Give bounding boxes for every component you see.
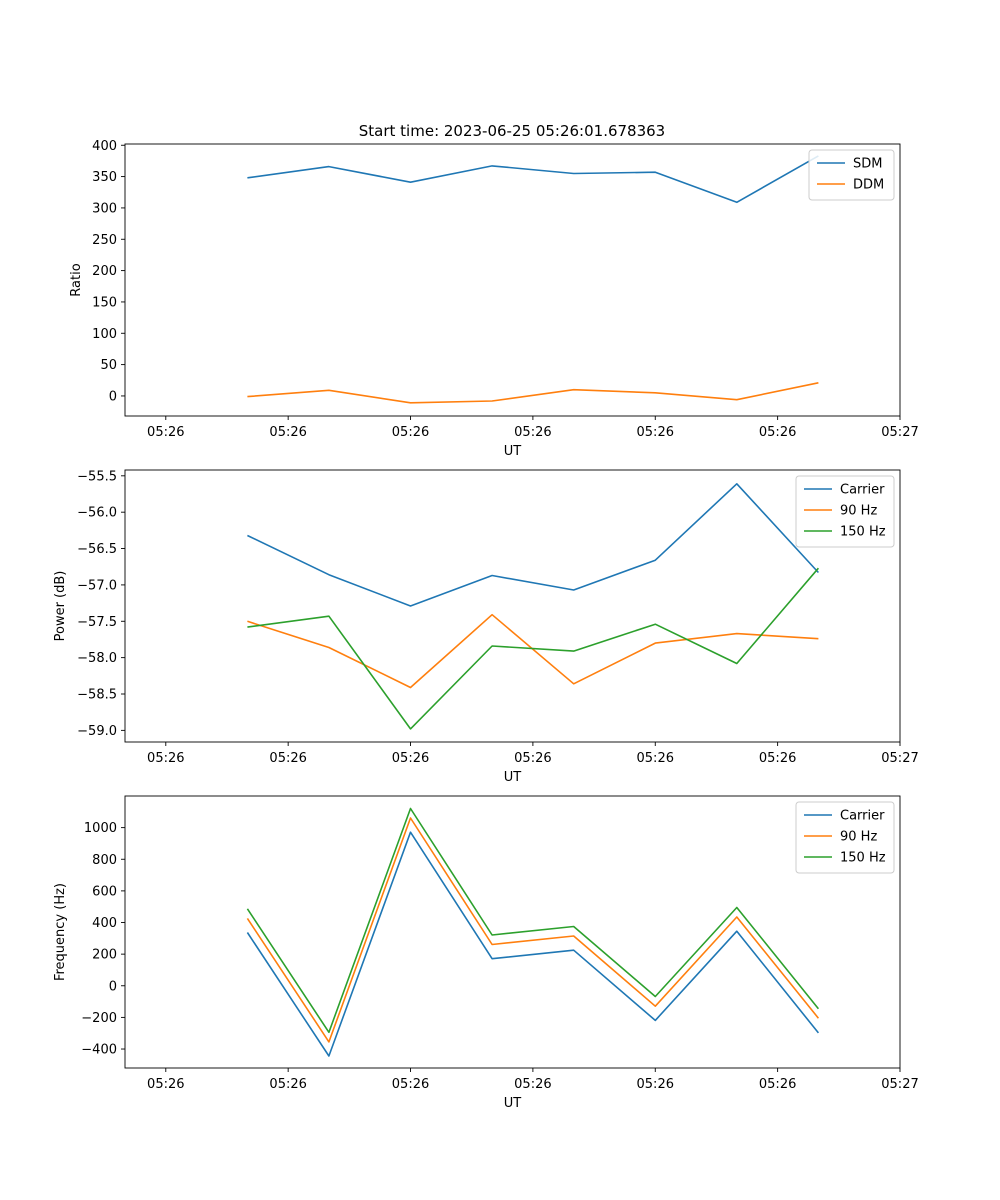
plot-frame [124,143,901,417]
figure-title: Start time: 2023-06-25 05:26:01.678363 [359,122,665,140]
legend-label: SDM [853,157,882,172]
y-tick-label: −400 [81,1043,117,1058]
y-tick-label: −200 [81,1011,117,1026]
series-line-carrier [246,831,820,1057]
series-line-carrier [247,482,819,607]
y-tick-label: 0 [109,389,117,404]
y-tick-label: 250 [92,233,117,248]
panel-1: 05:26 05:26 05:26 05:26 05:26 05:26 05:27 0 50 10… [69,139,919,459]
y-axis-label: Power (dB) [53,571,68,642]
y-tick-label: 800 [92,853,117,868]
x-tick-label: 05:26 [392,1077,429,1092]
x-axis-label: UT [504,770,522,785]
series-line-150-hz [247,567,820,730]
y-tick-label: −58.5 [77,688,117,703]
y-tick-label: −59.0 [77,724,117,739]
y-tick-label: 200 [92,264,117,279]
x-tick-label: 05:26 [269,1077,306,1092]
legend-label: 150 Hz [840,851,886,866]
series-line-90-hz [247,613,819,689]
series-line-150-hz [246,807,820,1034]
plot-frame [124,795,901,1069]
x-tick-label: 05:26 [637,751,674,766]
legend-label: Carrier [840,483,885,498]
x-tick-label: 05:26 [514,1077,551,1092]
y-tick-label: 300 [92,201,117,216]
y-tick-label: 0 [109,979,117,994]
x-tick-label: 05:26 [147,1077,184,1092]
x-tick-label: 05:26 [514,751,551,766]
y-tick-label: 1000 [84,821,117,836]
y-axis-label: Ratio [69,263,84,296]
y-tick-label: 200 [92,948,117,963]
legend: SDM DDM [808,149,895,201]
legend-box [795,475,895,548]
y-tick-label: 50 [100,358,117,373]
x-tick-label: 05:26 [147,751,184,766]
panel-3: 05:26 05:26 05:26 05:26 05:26 05:26 05:27 −400 −… [53,795,919,1111]
x-tick-label: 05:26 [759,751,796,766]
panel-2: 05:26 05:26 05:26 05:26 05:26 05:26 05:27 −59.0… [53,469,919,785]
x-tick-label: 05:26 [392,751,429,766]
y-tick-label: −57.0 [77,578,117,593]
plot-frame [124,469,901,743]
x-tick-label: 05:26 [637,1077,674,1092]
y-tick-label: −56.5 [77,542,117,557]
legend: Carrier 90 Hz 150 Hz [795,475,895,548]
legend-label: 90 Hz [840,830,877,845]
x-tick-label: 05:27 [881,1077,918,1092]
y-tick-label: 400 [92,916,117,931]
x-axis-label: UT [504,1096,522,1111]
legend-label: 150 Hz [840,525,886,540]
y-tick-label: 600 [92,884,117,899]
y-tick-label: −55.5 [77,469,117,484]
series-line-ddm [247,382,819,404]
legend-box [795,801,895,874]
legend-label: DDM [853,178,884,193]
x-tick-label: 05:26 [147,425,184,440]
legend: Carrier 90 Hz 150 Hz [795,801,895,874]
y-tick-label: −56.0 [77,506,117,521]
x-tick-label: 05:27 [881,751,918,766]
x-axis-label: UT [504,444,522,459]
x-tick-label: 05:26 [759,1077,796,1092]
y-tick-label: 100 [92,327,117,342]
y-tick-label: −57.5 [77,615,117,630]
x-tick-label: 05:26 [392,425,429,440]
legend-label: Carrier [840,809,885,824]
series-line-90-hz [246,817,820,1043]
y-axis-label: Frequency (Hz) [53,883,68,981]
x-tick-label: 05:26 [637,425,674,440]
y-tick-label: −58.0 [77,651,117,666]
x-tick-label: 05:26 [514,425,551,440]
y-tick-label: 150 [92,295,117,310]
y-tick-label: 400 [92,139,117,154]
legend-label: 90 Hz [840,504,877,519]
x-tick-label: 05:27 [881,425,918,440]
y-tick-label: 350 [92,170,117,185]
x-tick-label: 05:26 [269,425,306,440]
x-tick-label: 05:26 [269,751,306,766]
series-line-sdm [247,155,819,204]
x-tick-label: 05:26 [759,425,796,440]
